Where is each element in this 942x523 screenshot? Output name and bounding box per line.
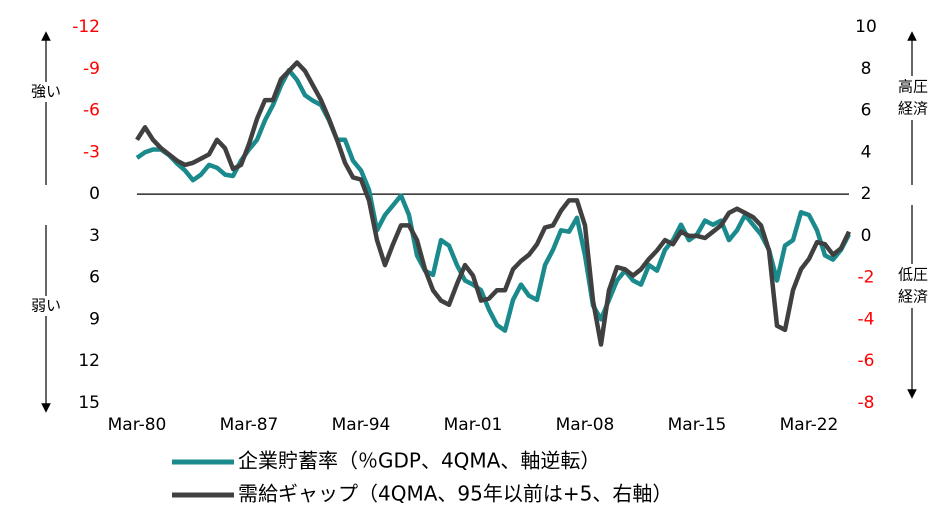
legend-label: 需給ギャップ（4QMA、95年以前は+5、右軸） — [238, 482, 672, 506]
x-tick-label: Mar-22 — [780, 415, 839, 435]
label-bg — [22, 296, 70, 316]
y-tick-label: -3 — [83, 142, 100, 162]
y-tick-label: 0 — [89, 184, 100, 204]
x-tick-label: Mar-87 — [220, 415, 279, 435]
y2-tick-label: -2 — [858, 268, 875, 288]
legend-label: 企業貯蓄率（％GDP、4QMA、軸逆転） — [238, 449, 600, 473]
y2-tick-label: 10 — [855, 17, 877, 37]
annotation: 低圧 — [898, 266, 928, 284]
y-tick-label: 6 — [89, 268, 100, 288]
y-tick-label: -6 — [83, 101, 100, 121]
x-tick-label: Mar-15 — [668, 415, 727, 435]
y2-tick-label: 6 — [861, 101, 872, 121]
x-tick-label: Mar-08 — [556, 415, 615, 435]
y2-tick-label: 8 — [861, 59, 872, 79]
series-line — [135, 67, 851, 333]
y-tick-label: 3 — [89, 226, 100, 246]
y2-tick-label: -4 — [858, 309, 875, 329]
y2-tick-label: 0 — [861, 226, 872, 246]
series-line — [135, 60, 852, 347]
y-tick-label: -9 — [83, 59, 100, 79]
y-tick-label: 12 — [78, 351, 100, 371]
annotation: 高圧 — [898, 78, 928, 96]
y-tick-label: -12 — [72, 17, 100, 37]
x-tick-label: Mar-80 — [108, 415, 167, 435]
y2-tick-label: 2 — [861, 184, 872, 204]
annotation: 経済 — [898, 100, 928, 118]
label-bg — [22, 82, 70, 102]
annotation: 強い — [31, 83, 61, 101]
y-tick-label: 15 — [78, 393, 100, 413]
label-bg — [893, 264, 933, 308]
y2-tick-label: -6 — [858, 351, 875, 371]
annotation: 経済 — [898, 288, 928, 306]
label-bg — [893, 76, 933, 120]
annotation: 弱い — [31, 297, 61, 315]
y-tick-label: 9 — [89, 309, 100, 329]
y2-tick-label: 4 — [861, 142, 872, 162]
x-tick-label: Mar-01 — [444, 415, 503, 435]
y2-tick-label: -8 — [858, 393, 875, 413]
x-tick-label: Mar-94 — [332, 415, 391, 435]
